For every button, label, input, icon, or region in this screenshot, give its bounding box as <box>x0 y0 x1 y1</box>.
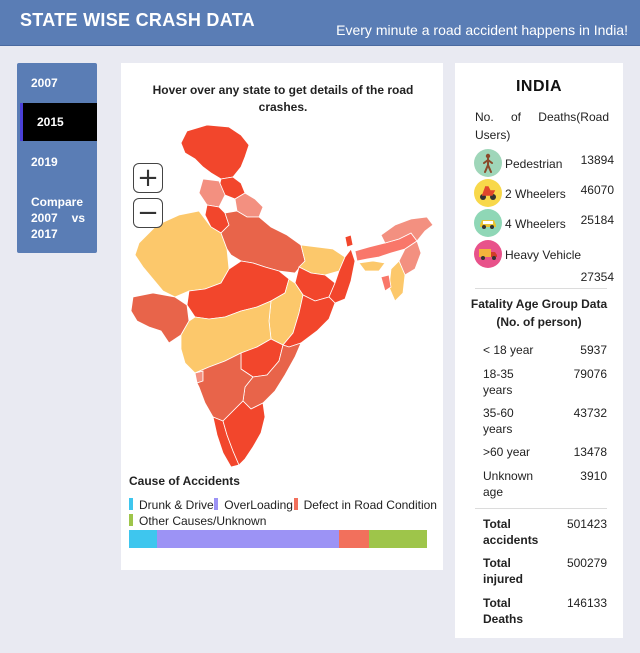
legend-swatch <box>129 514 133 526</box>
age-group-heading-text: Fatality Age Group Data (No. of person) <box>470 297 608 329</box>
india-map[interactable] <box>129 121 435 471</box>
age-label: 18-35 years <box>483 367 514 397</box>
age-label: Unknown age <box>483 469 534 499</box>
total-value: 500279 <box>566 556 607 570</box>
road-user-label: 2 Wheelers <box>505 187 566 201</box>
age-row: >60 year 13478 <box>483 444 607 460</box>
road-user-label: 4 Wheelers <box>505 217 566 231</box>
nav-item-compare[interactable]: Compare 2007 vs 2017 <box>17 194 97 242</box>
legend-label: OverLoading <box>224 498 293 512</box>
nav-item-2019[interactable]: 2019 <box>17 155 97 169</box>
total-value: 501423 <box>566 517 607 531</box>
nav-item-label: 2017 <box>31 227 58 241</box>
map-panel: Hover over any state to get details of t… <box>121 63 443 570</box>
road-user-value: 25184 <box>580 213 614 227</box>
age-value: 13478 <box>573 445 607 459</box>
header-tagline: Every minute a road accident happens in … <box>336 22 628 38</box>
legend-item-drunk: Drunk & Drive <box>129 497 214 513</box>
total-row: Total accidents 501423 <box>483 516 607 548</box>
nav-item-label-row: 2007 vs <box>31 210 85 226</box>
age-label: >60 year <box>483 445 531 459</box>
total-row: Total Deaths 146133 <box>483 595 607 627</box>
state-maharashtra[interactable] <box>180 300 272 374</box>
age-value: 43732 <box>573 406 607 420</box>
age-label: 35-60 years <box>483 406 514 436</box>
total-label: Total injured <box>483 556 524 586</box>
legend-item-road-defect: Defect in Road Condition <box>293 497 437 513</box>
state-sikkim[interactable] <box>344 234 354 248</box>
nav-item-label: vs <box>71 211 85 225</box>
road-user-pedestrian: Pedestrian 13894 <box>474 149 614 179</box>
age-row: Unknown age 3910 <box>483 468 607 500</box>
state-odisha[interactable] <box>282 294 336 348</box>
nav-item-2007[interactable]: 2007 <box>17 76 97 90</box>
age-group-heading: Fatality Age Group Data (No. of person) <box>455 295 623 331</box>
state-arunachal[interactable] <box>380 216 434 244</box>
nav-item-label: 2007 <box>31 76 58 90</box>
age-row: < 18 year 5937 <box>483 342 607 358</box>
map-hint: Hover over any state to get details of t… <box>152 83 414 114</box>
state-tripura[interactable] <box>380 274 392 292</box>
cause-segment-other[interactable] <box>368 530 427 548</box>
divider <box>475 288 607 289</box>
legend-swatch <box>214 498 219 510</box>
nav-item-label: 2015 <box>37 115 64 129</box>
zoom-in-button[interactable]: + <box>133 163 163 193</box>
total-row: Total injured 500279 <box>483 555 607 587</box>
total-label: Total accidents <box>483 517 539 547</box>
road-user-2-wheelers: 2 Wheelers 46070 <box>474 179 614 209</box>
country-title: INDIA <box>515 78 563 95</box>
app-title: STATE WISE CRASH DATA <box>20 10 255 30</box>
legend-item-overloading: OverLoading <box>214 497 293 513</box>
state-tamil-nadu[interactable] <box>222 400 266 466</box>
cause-segment-drunk[interactable] <box>129 530 158 548</box>
road-user-label: Pedestrian <box>505 157 563 171</box>
legend-label: Drunk & Drive <box>139 498 214 512</box>
total-value: 146133 <box>566 596 607 610</box>
app-header: STATE WISE CRASH DATA Every minute a roa… <box>0 0 640 46</box>
legend-item-other: Other Causes/Unknown <box>129 513 266 529</box>
cause-segment-road-defect[interactable] <box>339 530 369 548</box>
nav-item-label: 2007 <box>31 211 58 225</box>
road-user-value: 46070 <box>580 183 614 197</box>
summary-panel: INDIA No. of Deaths(Road Users) Pedestri… <box>455 63 623 638</box>
road-user-4-wheelers: 4 Wheelers 25184 <box>474 209 614 239</box>
divider <box>475 508 607 509</box>
road-user-label: Heavy Vehicle <box>505 248 582 262</box>
state-west-bengal[interactable] <box>328 248 356 304</box>
state-jammu-kashmir[interactable] <box>180 124 250 180</box>
legend-swatch <box>293 498 298 510</box>
age-value: 79076 <box>573 367 607 381</box>
causes-legend: Drunk & Drive OverLoading Defect in Road… <box>129 497 437 529</box>
state-bihar[interactable] <box>298 244 346 276</box>
legend-label: Other Causes/Unknown <box>139 514 267 528</box>
cause-segment-overloading[interactable] <box>157 530 340 548</box>
road-user-value: 27354 <box>580 270 614 284</box>
pedestrian-icon <box>474 149 502 177</box>
road-user-heavy-vehicle: Heavy Vehicle 27354 <box>474 240 614 286</box>
age-value: 3910 <box>580 469 607 483</box>
legend-label: Defect in Road Condition <box>303 498 437 512</box>
nav-item-label: 2019 <box>31 155 58 169</box>
age-label: < 18 year <box>483 343 534 357</box>
year-nav: 2007 2015 2019 Compare 2007 vs 2017 <box>17 63 97 253</box>
age-row: 18-35 years 79076 <box>483 366 607 398</box>
nav-item-label: Compare <box>31 195 84 209</box>
road-user-value: 13894 <box>580 153 614 167</box>
age-value: 5937 <box>580 343 607 357</box>
truck-icon <box>474 240 502 268</box>
scooter-icon <box>474 179 502 207</box>
nav-item-2015[interactable]: 2015 <box>20 103 97 141</box>
deaths-heading: No. of Deaths(Road Users) <box>475 110 609 142</box>
state-meghalaya[interactable] <box>358 260 386 272</box>
causes-bar[interactable] <box>129 530 427 548</box>
legend-swatch <box>129 498 133 510</box>
state-uttar-pradesh[interactable] <box>220 210 306 274</box>
car-icon <box>474 209 502 237</box>
age-row: 35-60 years 43732 <box>483 405 607 437</box>
total-label: Total Deaths <box>483 596 524 626</box>
state-gujarat[interactable] <box>130 292 190 344</box>
zoom-out-button[interactable]: − <box>133 198 163 228</box>
causes-title: Cause of Accidents <box>129 474 240 488</box>
